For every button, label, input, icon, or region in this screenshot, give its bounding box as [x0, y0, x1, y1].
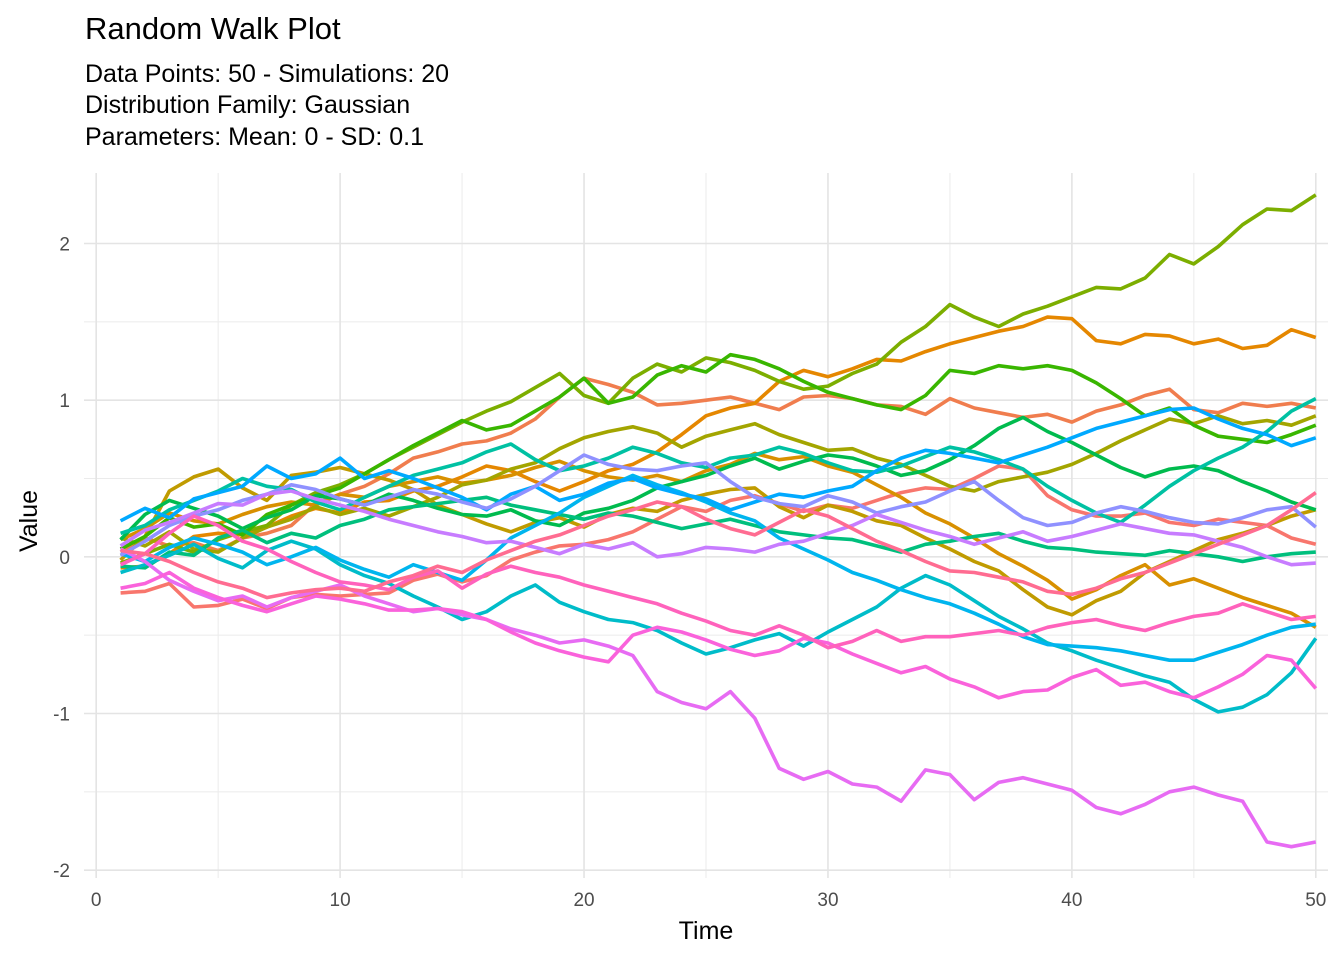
series-line-18 [120, 570, 1318, 700]
series-line-17 [119, 547, 1317, 849]
series-line-16 [119, 489, 1316, 567]
y-axis-ticks: -2 -1 0 1 2 [53, 235, 70, 883]
series-line-12 [120, 539, 1318, 714]
x-tick-label: 20 [573, 890, 594, 911]
chart-title: Random Walk Plot [85, 11, 341, 46]
series-line-6 [120, 413, 1317, 554]
series-line-3 [120, 315, 1317, 570]
x-tick-label: 50 [1305, 890, 1326, 911]
y-tick-label: 1 [59, 391, 70, 412]
series-line-11 [120, 396, 1317, 536]
chart-subtitle-line-2: Distribution Family: Gaussian [85, 91, 411, 119]
series-line-20 [120, 491, 1317, 600]
series-line-14 [119, 406, 1317, 523]
x-tick-label: 40 [1061, 890, 1082, 911]
x-tick-label: 10 [330, 890, 351, 911]
series-line-8 [119, 352, 1317, 551]
series-line-19 [119, 514, 1317, 650]
chart-subtitle-line-1: Data Points: 50 - Simulations: 20 [85, 60, 450, 88]
y-tick-label: 0 [59, 548, 70, 569]
y-tick-label: 2 [59, 235, 70, 256]
y-tick-label: -2 [53, 861, 70, 882]
series-lines [119, 193, 1318, 849]
y-axis-label: Value [15, 490, 43, 552]
series-line-10 [120, 495, 1316, 570]
x-tick-label: 30 [817, 890, 838, 911]
x-tick-label: 0 [91, 890, 102, 911]
chart-subtitle-line-3: Parameters: Mean: 0 - SD: 0.1 [85, 123, 425, 151]
x-axis-ticks: 0 10 20 30 40 50 [91, 890, 1326, 911]
y-tick-label: -1 [53, 705, 70, 726]
x-axis-label: Time [679, 917, 734, 945]
series-line-13 [120, 473, 1317, 663]
series-line-15 [119, 453, 1317, 557]
